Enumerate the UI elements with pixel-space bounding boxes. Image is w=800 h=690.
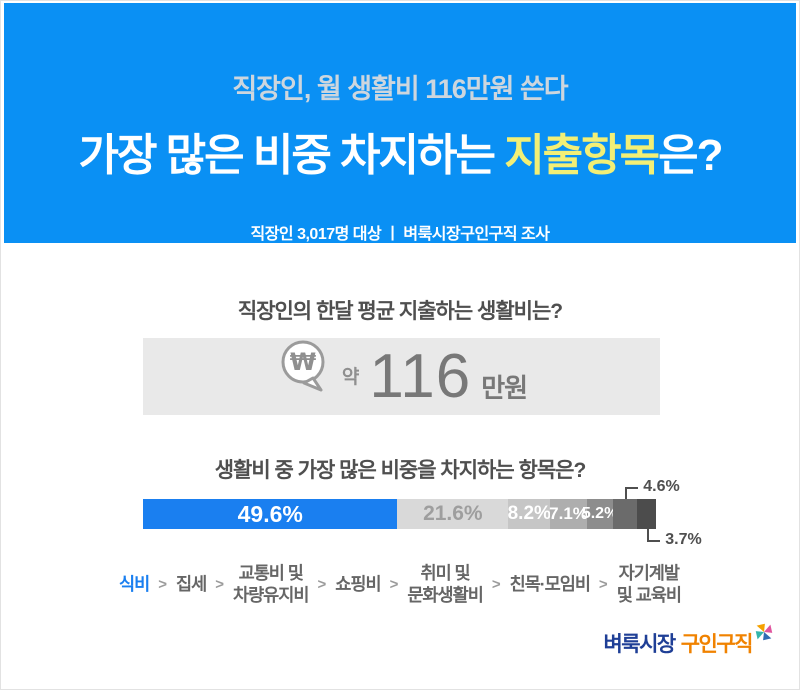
bar-segment-label: 5.2% bbox=[581, 505, 619, 522]
bar-segment-label: 8.2% bbox=[507, 503, 551, 524]
title-highlight: 지출항목 bbox=[504, 131, 660, 180]
title-prefix: 가장 많은 비중 차지하는 bbox=[78, 131, 505, 180]
stacked-bar: 49.6% 21.6% 8.2% 7.1% 5.2% 4.6% 3.7% bbox=[143, 478, 702, 548]
category-item: 자기계발 및 교육비 bbox=[616, 563, 682, 605]
category-item: 친목·모임비 bbox=[509, 573, 591, 594]
bar-segment: 8.2% bbox=[507, 499, 551, 529]
callout-label-top: 4.6% bbox=[643, 478, 680, 495]
header-subtitle: 직장인, 월 생활비 116만원 쓴다 bbox=[232, 74, 568, 104]
callout-line-bottom bbox=[647, 529, 661, 542]
question-top-expense-item: 생활비 중 가장 많은 비중을 차지하는 항목은? bbox=[214, 459, 587, 482]
won-speech-bubble-icon: ₩ bbox=[281, 340, 325, 391]
callout-line-top bbox=[625, 487, 639, 499]
bar-segment: 49.6% bbox=[143, 499, 398, 529]
brand-logo: 벼룩시장 구인구직 bbox=[603, 623, 775, 658]
amount-box-inner: ₩ 약 116 만원 bbox=[143, 338, 660, 415]
amount-value: 116 bbox=[369, 342, 472, 411]
category-item: 취미 및 문화생활비 bbox=[407, 563, 483, 605]
category-separator: > bbox=[317, 576, 327, 594]
page-title: 가장 많은 비중 차지하는 지출항목은? bbox=[78, 119, 724, 183]
callout-label-bottom: 3.7% bbox=[665, 531, 702, 548]
header-banner: 직장인, 월 생활비 116만원 쓴다 가장 많은 비중 차지하는 지출항목은?… bbox=[4, 3, 796, 243]
category-item: 쇼핑비 bbox=[335, 573, 381, 594]
category-item: 식비 bbox=[119, 573, 150, 594]
category-separator: > bbox=[389, 576, 399, 594]
logo-primary-text: 벼룩시장 bbox=[603, 633, 676, 656]
amount-unit: 만원 bbox=[481, 373, 528, 403]
bar-segment-label: 49.6% bbox=[237, 500, 303, 527]
category-separator: > bbox=[491, 576, 501, 594]
category-separator: > bbox=[598, 576, 608, 594]
question-average-expense: 직장인의 한달 평균 지출하는 생활비는? bbox=[237, 300, 563, 323]
amount-text: 약 116 만원 bbox=[341, 341, 528, 412]
category-item: 집세 bbox=[176, 573, 207, 594]
category-separator: > bbox=[158, 576, 168, 594]
bar-segment-label: 7.1% bbox=[549, 504, 588, 523]
approx-label: 약 bbox=[341, 367, 360, 388]
pinwheel-icon bbox=[755, 623, 773, 641]
category-item: 교통비 및 차량유지비 bbox=[232, 563, 309, 605]
category-ranking-row: 식비 > 집세 > 교통비 및 차량유지비 > 쇼핑비 > 취미 및 문화생활비 > 친목·모임비 >… bbox=[1, 563, 799, 607]
bar-segment: 5.2% bbox=[582, 499, 618, 529]
category-separator: > bbox=[215, 576, 224, 594]
survey-meta: 직장인 3,017명 대상 ㅣ 벼룩시장구인구직 조사 bbox=[250, 226, 550, 243]
bar-segment-label: 21.6% bbox=[423, 502, 483, 525]
title-suffix: 은? bbox=[658, 131, 723, 180]
logo-secondary-text: 구인구직 bbox=[680, 633, 754, 656]
bar-segment bbox=[613, 499, 637, 529]
svg-text:₩: ₩ bbox=[290, 348, 317, 376]
bar-segment: 7.1% bbox=[549, 499, 588, 529]
amount-box: ₩ 약 116 만원 bbox=[143, 338, 660, 415]
bar-segment: 21.6% bbox=[397, 499, 509, 529]
bar-segment bbox=[636, 499, 656, 529]
